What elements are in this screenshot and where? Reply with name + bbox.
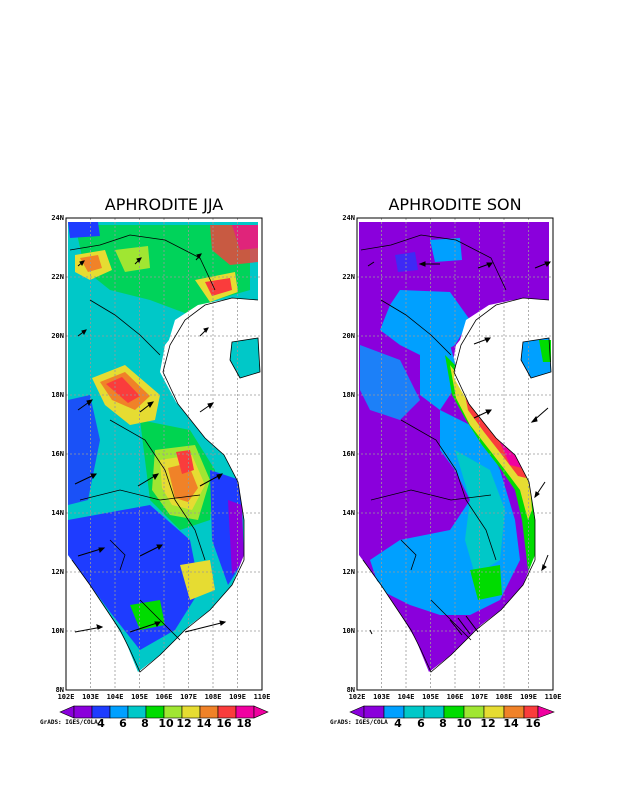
lat-label: 18N	[342, 391, 355, 399]
lon-label: 108E	[496, 693, 513, 701]
lat-label: 20N	[51, 332, 64, 340]
lon-label: 105E	[422, 693, 439, 701]
colorbar-jja	[59, 705, 269, 719]
lon-label: 106E	[447, 693, 464, 701]
lat-label: 22N	[342, 273, 355, 281]
lat-label: 12N	[342, 568, 355, 576]
lon-labels-jja: 102E 103E 104E 105E 106E 107E 108E 109E …	[58, 693, 271, 701]
panel-jja: APHRODITE JJA	[40, 195, 270, 730]
coastline-jja	[69, 234, 261, 673]
colorbar-label: 6	[119, 717, 127, 730]
map-frame	[356, 217, 554, 691]
lon-label: 110E	[545, 693, 562, 701]
precip-field-son	[357, 222, 553, 690]
colorbar-label: 14	[196, 717, 212, 730]
lat-label: 18N	[51, 391, 64, 399]
panel-son: APHRODITE SON	[330, 195, 561, 730]
panel-title: APHRODITE JJA	[105, 195, 224, 214]
lat-label: 16N	[51, 450, 64, 458]
lon-label: 102E	[349, 693, 366, 701]
lat-labels-son: 8N 10N 12N 14N 16N 18N 20N 22N 24N	[342, 214, 355, 694]
lon-label: 104E	[107, 693, 124, 701]
colorbar-label: 18	[236, 717, 251, 730]
gridlines-jja	[66, 218, 262, 690]
lon-label: 107E	[471, 693, 488, 701]
lon-label: 104E	[398, 693, 415, 701]
lon-label: 108E	[205, 693, 222, 701]
credit-text: GrADS: IGES/COLA	[330, 719, 388, 726]
lon-label: 106E	[156, 693, 173, 701]
lon-label: 102E	[58, 693, 75, 701]
lon-label: 109E	[520, 693, 537, 701]
panel-title: APHRODITE SON	[388, 195, 521, 214]
colorbar-label: 4	[394, 717, 402, 730]
lon-label: 105E	[131, 693, 148, 701]
lat-label: 10N	[342, 627, 355, 635]
colorbar-label: 10	[158, 717, 174, 730]
colorbar-label: 12	[480, 717, 495, 730]
colorbar-labels-son: 4 6 8 10 12 14 16	[394, 717, 541, 730]
colorbar-label: 12	[176, 717, 191, 730]
credit-text: GrADS: IGES/COLA	[40, 719, 98, 726]
wind-vectors-son	[367, 261, 551, 636]
lat-label: 10N	[51, 627, 64, 635]
lat-label: 12N	[51, 568, 64, 576]
colorbar-label: 6	[417, 717, 425, 730]
lon-label: 110E	[254, 693, 271, 701]
lon-labels-son: 102E 103E 104E 105E 106E 107E 108E 109E …	[349, 693, 562, 701]
lon-label: 107E	[180, 693, 197, 701]
lat-label: 14N	[342, 509, 355, 517]
lon-label: 103E	[373, 693, 390, 701]
colorbar-son	[349, 705, 555, 719]
colorbar-label: 8	[141, 717, 149, 730]
lon-label: 103E	[82, 693, 99, 701]
lat-labels-jja: 8N 10N 12N 14N 16N 18N 20N 22N 24N	[51, 214, 64, 694]
lat-label: 16N	[342, 450, 355, 458]
lat-label: 14N	[51, 509, 64, 517]
colorbar-label: 8	[439, 717, 447, 730]
colorbar-labels-jja: 4 6 8 10 12 14 16 18	[97, 717, 251, 730]
colorbar-label: 14	[503, 717, 519, 730]
lat-label: 8N	[347, 686, 355, 694]
lat-label: 8N	[56, 686, 64, 694]
coastline-son	[360, 234, 552, 673]
lat-label: 24N	[342, 214, 355, 222]
lon-label: 109E	[229, 693, 246, 701]
colorbar-label: 4	[97, 717, 105, 730]
map-frame	[65, 217, 263, 691]
colorbar-label: 16	[216, 717, 232, 730]
lat-label: 24N	[51, 214, 64, 222]
lat-label: 20N	[342, 332, 355, 340]
precip-field-jja	[66, 222, 262, 690]
colorbar-label: 16	[525, 717, 541, 730]
colorbar-label: 10	[456, 717, 472, 730]
lat-label: 22N	[51, 273, 64, 281]
gridlines-son	[357, 218, 553, 690]
wind-vectors-jja	[74, 253, 227, 633]
